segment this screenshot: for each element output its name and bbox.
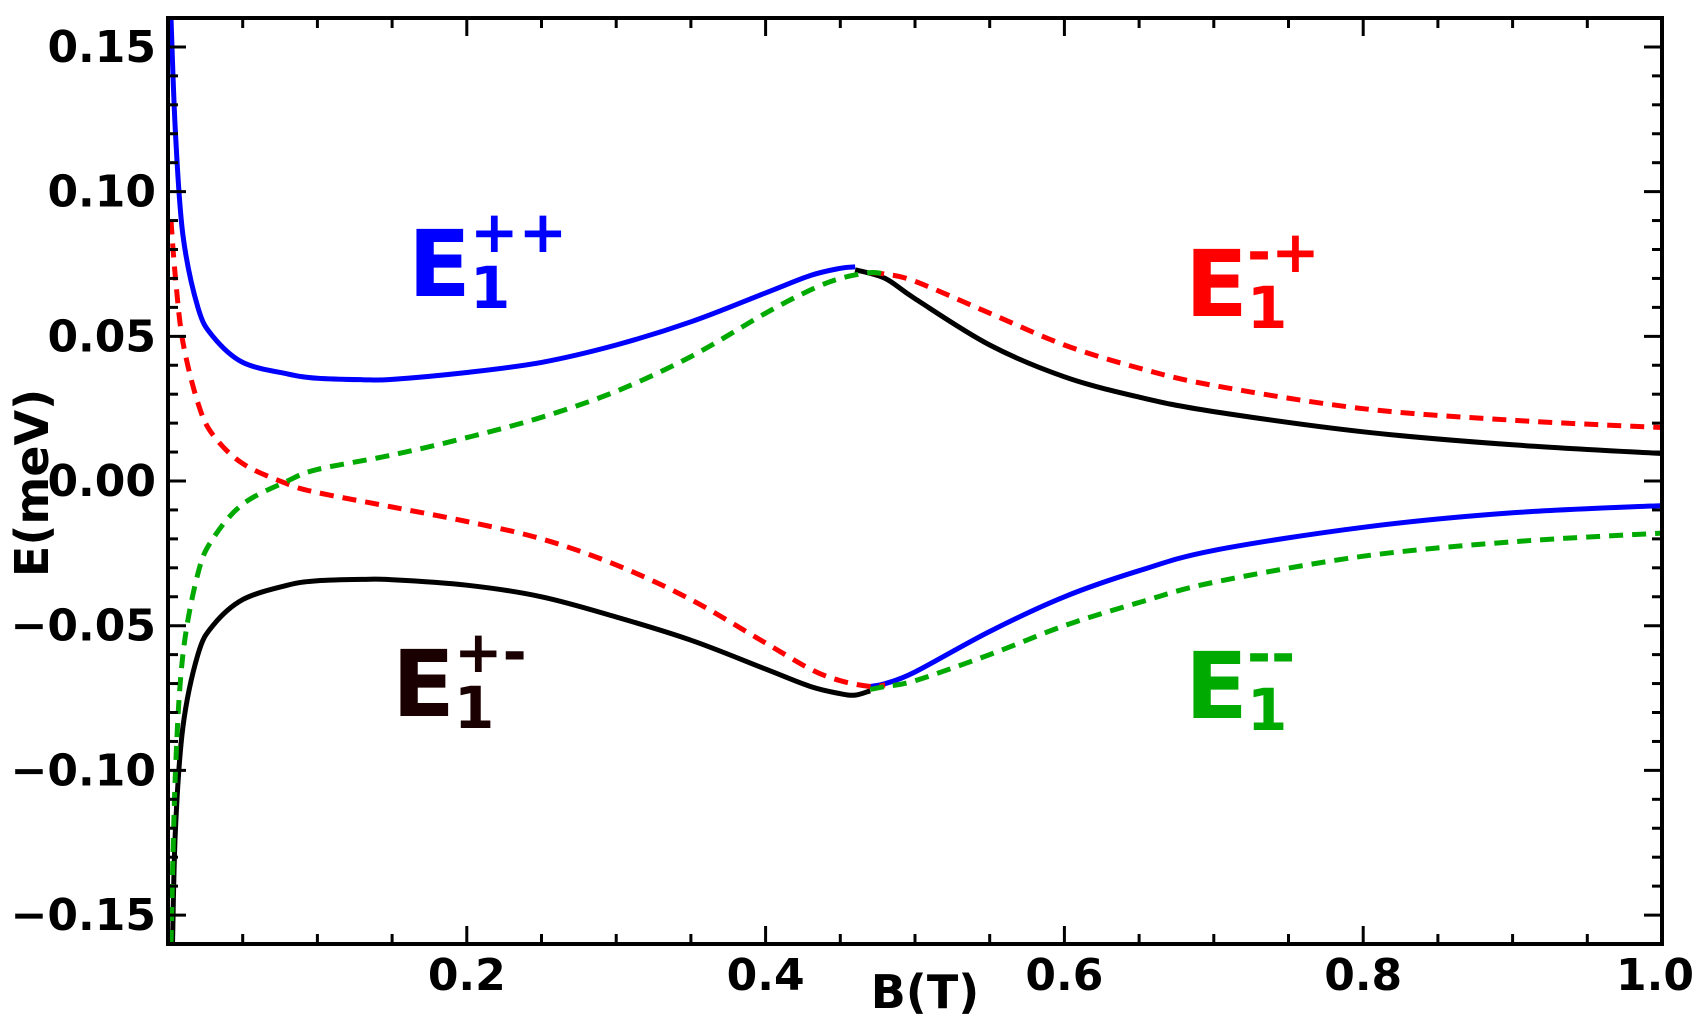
y-tick-label: −0.10 (11, 745, 156, 796)
curve-label-4: E 1-- (1185, 620, 1295, 744)
series-line-5 (168, 220, 886, 690)
x-axis-title: B(T) (871, 965, 980, 1018)
y-tick-label: 0.05 (47, 311, 156, 362)
curve-label-sup: +- (454, 618, 527, 686)
series-line-4 (854, 267, 1662, 456)
series-line-8 (869, 530, 1662, 692)
y-tick-label: −0.15 (11, 890, 156, 941)
y-tick-label: 0.00 (47, 456, 156, 507)
x-tick-label: 0.4 (727, 950, 805, 1001)
axis-ticks (168, 18, 1664, 944)
series-line-6 (869, 270, 1662, 430)
x-tick-label: 1.0 (1616, 950, 1694, 1001)
curve-label-sub: 1 (454, 674, 494, 742)
curve-label-1: E 1++ (408, 198, 567, 322)
series-line-1 (168, 18, 856, 383)
curve-label-sup: ++ (470, 198, 567, 266)
y-axis-title: E(meV) (5, 389, 59, 577)
curve-label-2: E 1-+ (1185, 218, 1320, 342)
series-line-3 (170, 576, 871, 944)
curve-label-base: E (1185, 231, 1248, 338)
y-tick-label: 0.10 (47, 167, 156, 218)
curve-label-sup: -+ (1247, 218, 1320, 286)
series-lines (168, 18, 1662, 944)
x-tick-label: 0.6 (1025, 950, 1103, 1001)
x-tick-label: 0.8 (1324, 950, 1402, 1001)
axis-tick-labels: 0.2 0.4 0.6 0.8 1.0 0.15 0.10 0.05 0.00 −0.05 −0.1… (11, 22, 1694, 1001)
curve-label-sub: 1 (1247, 274, 1287, 342)
y-tick-label: 0.15 (47, 22, 156, 73)
curve-label-sub: 1 (470, 254, 510, 322)
curve-label-base: E (392, 631, 455, 738)
curve-label-sub: 1 (1247, 676, 1287, 744)
curve-label-sup: -- (1247, 620, 1295, 688)
plot-frame (166, 16, 1664, 946)
series-line-7 (168, 269, 886, 944)
y-tick-label: −0.05 (11, 601, 156, 652)
curve-labels: E 1++ E 1-+E 1+- E 1-- (392, 198, 1320, 744)
curve-label-base: E (1185, 633, 1248, 740)
x-tick-label: 0.2 (428, 950, 506, 1001)
curve-label-3: E 1+- (392, 618, 527, 742)
curve-label-base: E (408, 211, 471, 318)
series-line-2 (869, 503, 1662, 689)
